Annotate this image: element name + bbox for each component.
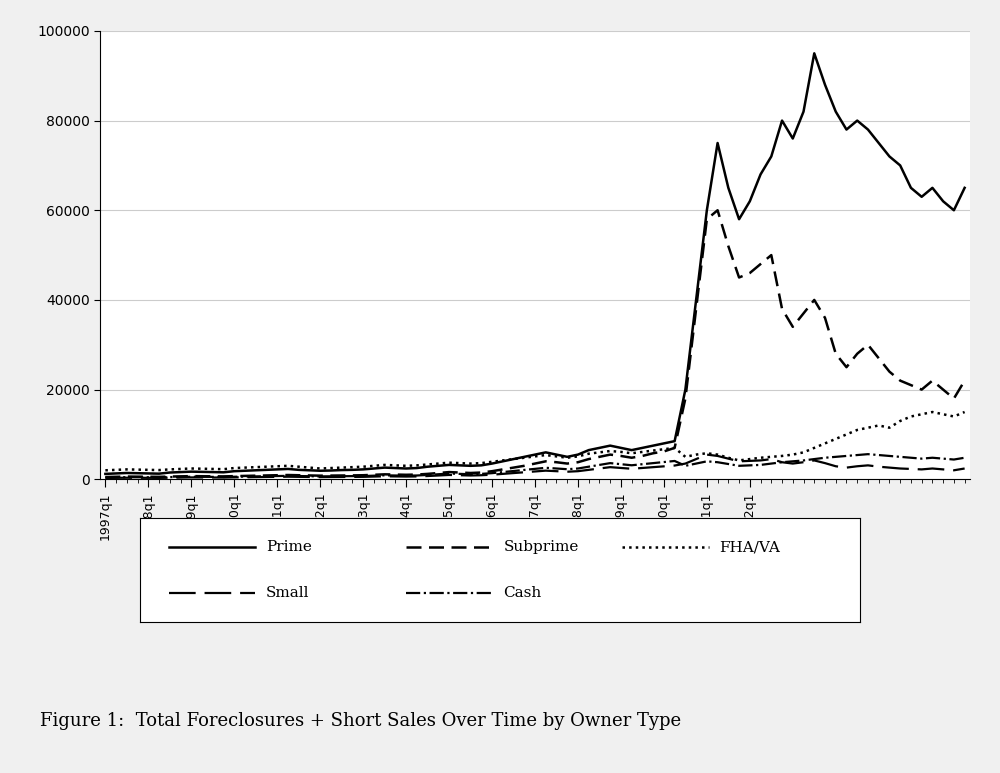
Cash xyxy=(99,473,111,482)
Subprime xyxy=(883,367,895,376)
Prime xyxy=(636,443,648,452)
FHA/VA xyxy=(873,421,885,430)
Subprime xyxy=(959,376,971,385)
Small xyxy=(744,456,756,465)
Cash xyxy=(883,451,895,461)
Small xyxy=(883,463,895,472)
Prime xyxy=(572,450,584,459)
Text: Prime: Prime xyxy=(266,540,312,554)
Text: Cash: Cash xyxy=(504,586,542,600)
Subprime xyxy=(99,472,111,482)
Subprime xyxy=(636,451,648,461)
Subprime xyxy=(572,458,584,467)
Cash xyxy=(840,451,852,461)
Prime xyxy=(959,183,971,192)
FHA/VA xyxy=(99,465,111,475)
Cash xyxy=(862,450,874,459)
Line: Subprime: Subprime xyxy=(105,210,965,477)
FHA/VA xyxy=(926,407,938,417)
Small xyxy=(808,456,820,465)
Cash xyxy=(959,453,971,462)
FHA/VA xyxy=(959,407,971,417)
FHA/VA xyxy=(636,448,648,457)
FHA/VA xyxy=(840,430,852,439)
FHA/VA xyxy=(733,456,745,465)
Prime xyxy=(733,215,745,224)
Small xyxy=(851,461,863,471)
Subprime xyxy=(744,268,756,278)
Small xyxy=(572,467,584,476)
FHA/VA xyxy=(798,448,810,457)
Text: Figure 1:  Total Foreclosures + Short Sales Over Time by Owner Type: Figure 1: Total Foreclosures + Short Sal… xyxy=(40,713,681,730)
Subprime xyxy=(712,206,724,215)
Prime xyxy=(798,107,810,116)
Cash xyxy=(572,464,584,473)
Small xyxy=(959,464,971,473)
Subprime xyxy=(808,295,820,305)
Prime xyxy=(99,469,111,478)
Cash xyxy=(733,461,745,471)
Small xyxy=(99,473,111,482)
Line: Prime: Prime xyxy=(105,53,965,474)
Prime xyxy=(851,116,863,125)
Text: Subprime: Subprime xyxy=(504,540,579,554)
Cash xyxy=(798,456,810,465)
Line: Cash: Cash xyxy=(105,455,965,478)
Subprime xyxy=(851,349,863,359)
FHA/VA xyxy=(572,451,584,461)
Small xyxy=(636,463,648,472)
Line: FHA/VA: FHA/VA xyxy=(105,412,965,470)
Text: Small: Small xyxy=(266,586,310,600)
Small xyxy=(701,450,713,459)
Line: Small: Small xyxy=(105,455,965,478)
Text: FHA/VA: FHA/VA xyxy=(720,540,780,554)
Prime xyxy=(808,49,820,58)
Prime xyxy=(883,152,895,161)
Cash xyxy=(636,460,648,469)
